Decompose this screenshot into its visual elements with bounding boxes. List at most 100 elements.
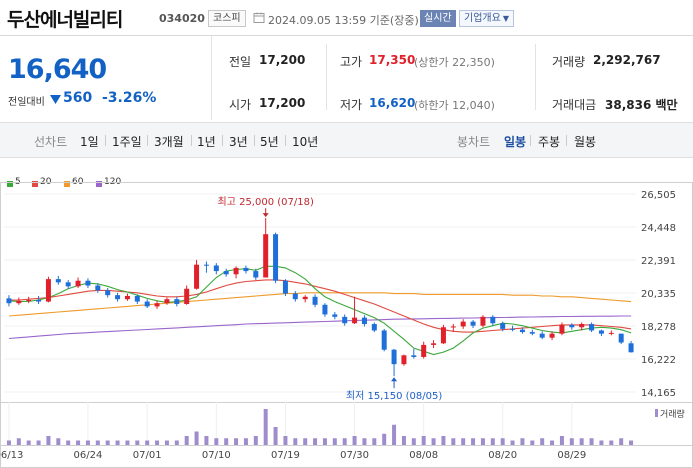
period-3m[interactable]: 3개월 (154, 135, 184, 149)
candle-body (243, 267, 249, 272)
candle-body (26, 299, 32, 301)
candle-body (401, 355, 407, 365)
volume-bar (599, 440, 604, 445)
period-5y[interactable]: 5년 (260, 135, 279, 149)
candle (342, 314, 348, 326)
candle-body (500, 323, 506, 329)
candle (16, 297, 22, 305)
candle (55, 275, 61, 285)
candle-body (322, 304, 328, 315)
candle-body (134, 295, 140, 302)
candle (490, 315, 496, 326)
volume-bar (490, 438, 495, 445)
company-overview-button[interactable]: 기업개요 ▼ (459, 10, 514, 27)
candle-body (312, 296, 318, 305)
candle (292, 291, 298, 302)
candle-body (431, 343, 437, 345)
candle (223, 268, 229, 277)
candle (628, 340, 634, 353)
candle (480, 315, 486, 328)
volume-bar (234, 438, 239, 445)
candle (164, 297, 170, 305)
volume-legend-label: 거래량 (660, 408, 685, 420)
period-bar: 선차트 1일 1주일 3개월 1년 3년 5년 10년 봉차트 일봉 주봉 월봉 (0, 122, 693, 158)
low-arrow-head (391, 377, 398, 382)
candle (273, 232, 279, 284)
candle (105, 287, 111, 298)
volume-bar (155, 440, 160, 445)
candle-weekly[interactable]: 주봉 (538, 135, 561, 149)
volume-bar (135, 440, 140, 445)
volume-bar (313, 438, 318, 445)
x-tick-label: 08/20 (488, 450, 517, 461)
candle-body (302, 296, 308, 300)
candle-body (381, 330, 387, 350)
volume-bar (184, 436, 189, 445)
candle-monthly[interactable]: 월봉 (574, 135, 597, 149)
candle-body (292, 293, 298, 300)
company-overview-label: 기업개요 (464, 13, 501, 24)
candle-body (213, 265, 219, 272)
volume-bar (214, 438, 219, 445)
candle-body (282, 280, 288, 294)
candle (184, 285, 190, 305)
candle-body (352, 317, 358, 324)
period-3y[interactable]: 3년 (229, 135, 248, 149)
candle-body (371, 324, 377, 331)
candle-chart-label[interactable]: 봉차트 (457, 135, 491, 149)
volume-bar (451, 438, 456, 445)
candle-body (223, 271, 229, 275)
candle (450, 324, 456, 333)
volume-bar (36, 440, 41, 445)
line-chart-label[interactable]: 선차트 (34, 135, 68, 149)
y-tick-label: 20,335 (641, 289, 676, 300)
candle-body (361, 317, 367, 325)
candle (134, 294, 140, 304)
volume-bar (56, 438, 61, 445)
divider (222, 135, 223, 146)
divider (530, 135, 531, 146)
volume-bar (105, 440, 110, 445)
candle-daily[interactable]: 일봉 (504, 135, 527, 149)
x-tick-label: 08/29 (557, 450, 586, 461)
candle (608, 330, 614, 336)
candle-body (154, 303, 160, 307)
volume-bar (342, 438, 347, 445)
candle (559, 322, 565, 336)
candle (440, 324, 446, 345)
legend-swatch-60 (64, 181, 70, 187)
volume-bar (204, 436, 209, 445)
candle-body (233, 267, 239, 275)
candle-body (510, 328, 516, 330)
volume-bar (559, 436, 564, 445)
candle-body (529, 332, 535, 334)
candle-body (470, 321, 476, 326)
candle (361, 315, 367, 327)
candle (95, 283, 101, 293)
candle (411, 348, 417, 359)
candle (618, 333, 624, 345)
period-1w[interactable]: 1주일 (112, 135, 142, 149)
candlestick-chart[interactable]: 26,505 24,448 22,391 20,335 18,278 16,222 14,1… (0, 158, 693, 468)
candle-body (203, 264, 209, 266)
candle (589, 322, 595, 333)
candle-body (618, 333, 624, 343)
candle-body (519, 329, 525, 333)
period-1y[interactable]: 1년 (197, 135, 216, 149)
candle (194, 259, 200, 290)
volume-bar (480, 438, 485, 445)
candle-body (95, 285, 101, 291)
prev-close-label: 전일 (229, 55, 252, 69)
period-1d[interactable]: 1일 (80, 135, 99, 149)
volume-bar (46, 436, 51, 445)
candle-body (16, 300, 22, 304)
volume-bar (629, 440, 634, 445)
period-10y[interactable]: 10년 (292, 135, 319, 149)
y-tick-label: 16,222 (641, 355, 676, 366)
volume-bar (589, 438, 594, 445)
volume-bar (322, 438, 327, 445)
volume-bar (530, 440, 535, 445)
legend-swatch-20 (32, 181, 38, 187)
realtime-button[interactable]: 실시간 (420, 10, 456, 27)
x-tick-label: 08/08 (409, 450, 438, 461)
